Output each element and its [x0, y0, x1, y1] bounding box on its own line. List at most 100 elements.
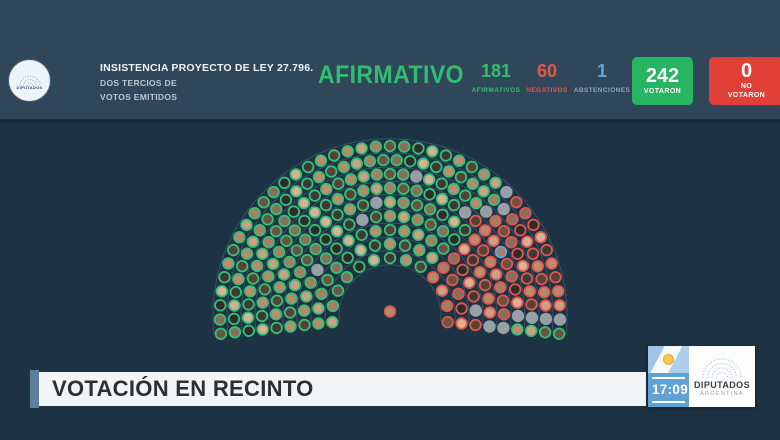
seat-afirmativo [417, 157, 430, 170]
seat-negativo [527, 218, 540, 232]
seat-negativo [435, 284, 449, 297]
seat-afirmativo [477, 185, 490, 198]
seat-afirmativo [403, 155, 417, 168]
seat-negativo [549, 271, 562, 284]
seat-afirmativo [262, 270, 275, 283]
seat-negativo [540, 243, 553, 257]
seat-afirmativo [337, 160, 351, 174]
seat-afirmativo [447, 198, 461, 212]
seat-ausente [311, 263, 324, 277]
seat-afirmativo [383, 237, 397, 251]
row-guide-arc [324, 250, 456, 323]
seat-negativo [473, 266, 487, 279]
seat-afirmativo [319, 252, 333, 265]
seat-afirmativo [435, 192, 449, 206]
seat-afirmativo [309, 242, 322, 256]
seat-ausente [497, 321, 510, 335]
seat-negativo [456, 263, 469, 277]
seat-afirmativo [370, 182, 383, 195]
seat-afirmativo [423, 188, 436, 201]
seat-afirmativo [227, 243, 240, 257]
seat-negativo [487, 234, 500, 248]
seat-afirmativo [235, 260, 249, 273]
seat-afirmativo [214, 299, 227, 312]
seat-negativo [535, 272, 548, 286]
seat-afirmativo [344, 173, 358, 186]
row-guide-arc [226, 152, 554, 334]
seat-afirmativo [422, 173, 436, 186]
seat-negativo [437, 261, 450, 275]
seat-negativo [526, 247, 540, 260]
seat-afirmativo [525, 324, 538, 338]
seat-afirmativo [383, 251, 397, 265]
seat-afirmativo [320, 182, 333, 196]
seat-afirmativo [213, 313, 227, 326]
seat-negativo [506, 213, 519, 226]
seat-afirmativo [298, 318, 311, 332]
counter-abstenciones: 1 ABSTENCIONES [571, 62, 633, 94]
seat-negativo [552, 285, 565, 298]
seat-afirmativo [278, 214, 291, 228]
seat-afirmativo [270, 294, 284, 307]
seat-afirmativo [287, 205, 301, 218]
row-guide-arc [212, 138, 568, 335]
seat-afirmativo [398, 239, 412, 252]
seat-afirmativo [246, 272, 260, 285]
seat-afirmativo [436, 208, 449, 222]
argentina-flag-icon [648, 346, 689, 373]
seat-afirmativo [233, 230, 246, 244]
seat-afirmativo [399, 254, 413, 267]
seat-afirmativo [246, 235, 260, 248]
seat-afirmativo [487, 193, 501, 207]
seat-afirmativo [424, 218, 437, 231]
seat-afirmativo [261, 213, 274, 226]
seat-afirmativo [299, 233, 312, 246]
seat-afirmativo [383, 181, 397, 195]
seat-afirmativo [383, 195, 397, 209]
seat-afirmativo [425, 234, 438, 247]
diputados-logo-icon: DIPUTADOS [9, 60, 50, 101]
seat-negativo [516, 259, 530, 273]
seat-negativo [489, 268, 503, 281]
seat-ausente [511, 309, 525, 323]
seat-afirmativo [312, 170, 326, 184]
seat-negativo [553, 299, 566, 312]
seat-afirmativo [390, 153, 403, 167]
seat-afirmativo [363, 155, 377, 168]
seat-negativo [482, 292, 495, 305]
seat-afirmativo [256, 247, 269, 261]
seat-afirmativo [240, 218, 253, 232]
seat-afirmativo [248, 206, 261, 220]
lower-third-accent [30, 370, 39, 408]
seat-afirmativo [343, 203, 357, 216]
seat-afirmativo [367, 254, 381, 267]
seat-ausente [480, 205, 493, 218]
seat-afirmativo [369, 140, 383, 153]
seat-ausente [459, 206, 472, 219]
seat-afirmativo [423, 203, 437, 216]
seat-afirmativo [437, 242, 450, 255]
seat-afirmativo [357, 170, 370, 183]
seat-negativo [489, 214, 502, 228]
no-votaron-value: 0 [740, 60, 753, 83]
brand-card: 17:09 DIPUTADOS ARGENTINA [648, 346, 755, 407]
seat-negativo [483, 306, 497, 319]
seat-afirmativo [298, 304, 311, 317]
seat-negativo [519, 206, 532, 220]
seat-afirmativo [215, 285, 229, 298]
clock-time: 17:09 [652, 382, 689, 397]
seat-negativo [477, 244, 490, 257]
seat-afirmativo [552, 327, 566, 341]
session-subtitle-2: VOTOS EMITIDOS [100, 92, 178, 102]
seat-negativo [440, 299, 454, 313]
seat-afirmativo [243, 285, 257, 298]
seat-afirmativo [398, 140, 411, 153]
seat-ausente [497, 202, 510, 216]
seat-afirmativo [308, 223, 322, 237]
seat-afirmativo [218, 271, 231, 284]
seat-afirmativo [342, 234, 355, 247]
seat-afirmativo [448, 233, 461, 246]
seat-negativo [531, 260, 545, 273]
seat-afirmativo [290, 185, 303, 198]
